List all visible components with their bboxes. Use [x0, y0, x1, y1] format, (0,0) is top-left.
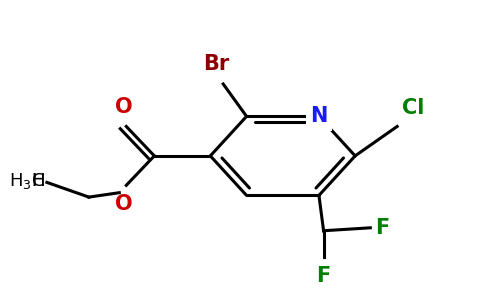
Text: F: F	[375, 218, 389, 238]
Text: O: O	[115, 97, 133, 117]
Text: O: O	[115, 194, 133, 214]
Text: H: H	[31, 172, 45, 190]
Text: H$_3$C: H$_3$C	[9, 171, 45, 191]
Text: N: N	[310, 106, 328, 126]
Text: F: F	[317, 266, 331, 286]
Text: Cl: Cl	[402, 98, 424, 118]
Text: Br: Br	[203, 54, 229, 74]
Text: H: H	[31, 172, 45, 190]
